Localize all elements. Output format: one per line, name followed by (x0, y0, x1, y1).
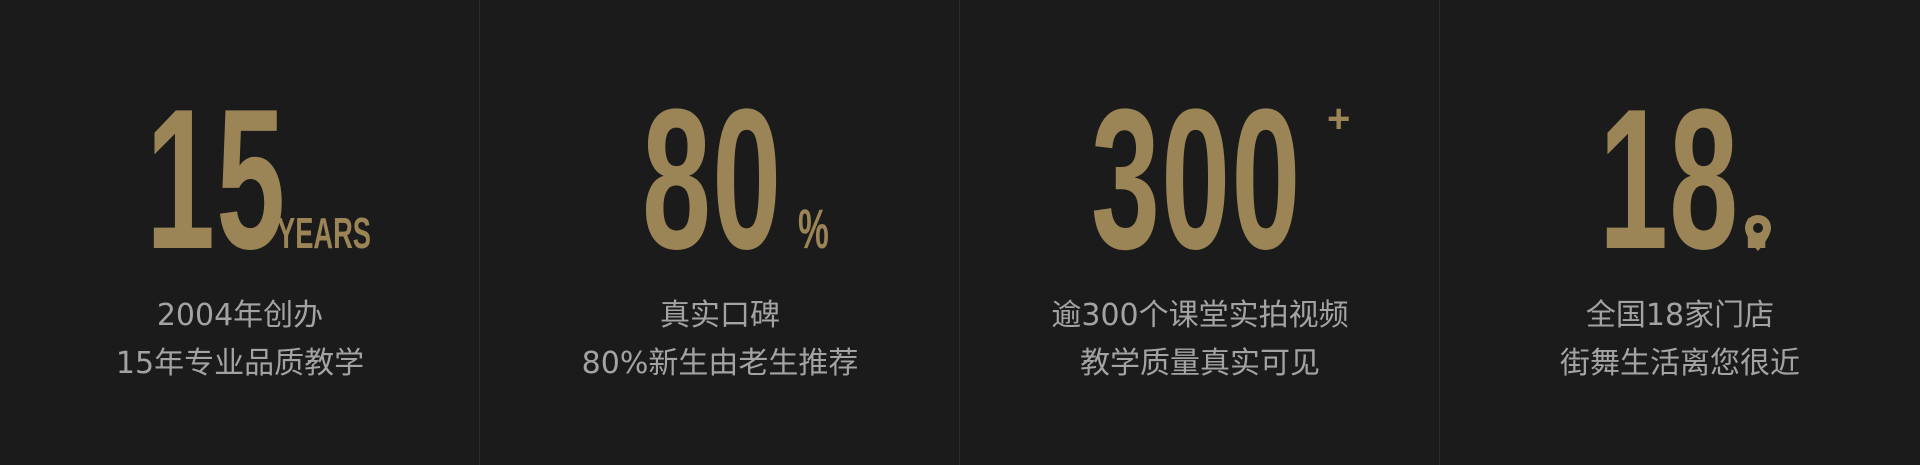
stat-desc-line1: 逾300个课堂实拍视频 (1051, 298, 1349, 333)
stat-number: 300 + (960, 68, 1440, 291)
location-pin-icon (1745, 215, 1771, 251)
stat-suffix: + (1327, 97, 1351, 141)
stat-value: 300 (1091, 68, 1302, 291)
stat-desc-line1: 全国18家门店 (1585, 298, 1775, 333)
stat-desc-line2: 街舞生活离您很近 (1560, 346, 1800, 381)
stat-referral: 80 % 真实口碑 80%新生由老生推荐 (480, 0, 960, 465)
stat-stores: 18. 全国18家门店 街舞生活离您很近 (1440, 0, 1920, 465)
stat-videos: 300 + 逾300个课堂实拍视频 教学质量真实可见 (960, 0, 1440, 465)
stat-number: 18. (1440, 68, 1920, 291)
stat-desc-line1: 2004年创办 (156, 298, 324, 333)
stat-value: 15 (146, 68, 287, 291)
stat-suffix: % (798, 197, 829, 260)
stat-description: 逾300个课堂实拍视频 教学质量真实可见 (960, 292, 1440, 388)
stat-desc-line2: 15年专业品质教学 (115, 346, 365, 381)
stat-description: 2004年创办 15年专业品质教学 (0, 292, 480, 388)
stat-number: 80 % (480, 68, 960, 291)
stat-desc-line2: 80%新生由老生推荐 (581, 346, 859, 381)
stat-description: 全国18家门店 街舞生活离您很近 (1440, 292, 1920, 388)
stat-value: 80 (642, 68, 783, 291)
stat-value: 18. (1599, 68, 1776, 291)
stat-desc-line1: 真实口碑 (660, 298, 780, 333)
stat-description: 真实口碑 80%新生由老生推荐 (480, 292, 960, 388)
stat-years: 15 YEARS 2004年创办 15年专业品质教学 (0, 0, 480, 465)
stat-desc-line2: 教学质量真实可见 (1080, 346, 1320, 381)
stat-suffix: YEARS (277, 209, 371, 258)
stat-number: 15 YEARS (0, 68, 480, 291)
